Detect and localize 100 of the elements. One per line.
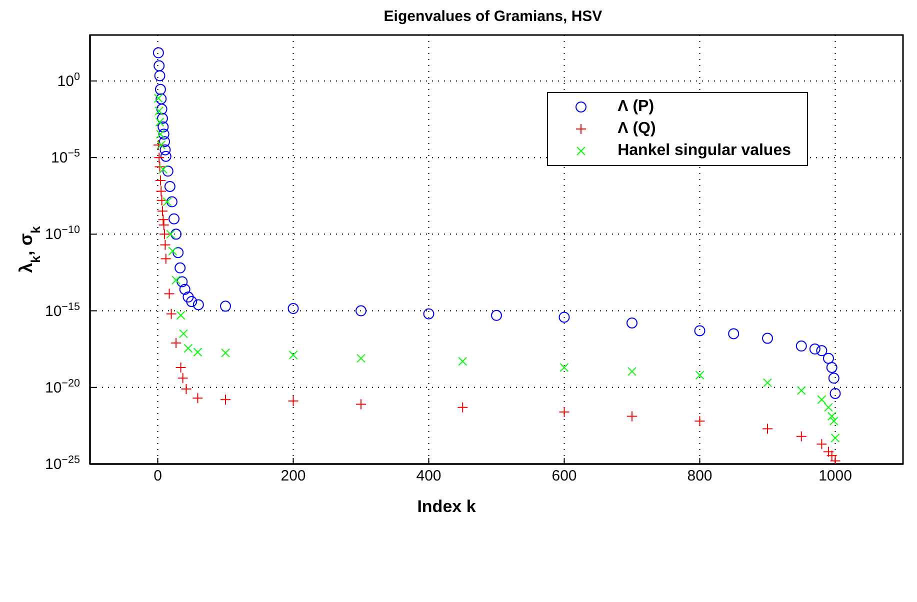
point xyxy=(159,228,170,240)
point xyxy=(695,370,704,380)
point xyxy=(626,317,638,328)
y-tick-label: 10$^{0}$ xyxy=(57,70,80,90)
point xyxy=(170,337,182,348)
point xyxy=(160,239,171,250)
point xyxy=(154,84,166,95)
point xyxy=(458,356,468,366)
point xyxy=(158,121,169,132)
point xyxy=(175,362,186,373)
point xyxy=(694,325,706,336)
point xyxy=(184,344,193,353)
point xyxy=(816,345,828,356)
point xyxy=(560,362,569,372)
point xyxy=(796,430,807,442)
point xyxy=(160,150,172,162)
point xyxy=(288,395,299,406)
x-tick-label: 200 xyxy=(280,468,306,485)
point xyxy=(728,328,740,340)
point xyxy=(822,446,834,458)
point xyxy=(186,296,198,308)
point xyxy=(176,310,186,320)
point xyxy=(809,344,820,355)
point xyxy=(164,180,176,192)
point xyxy=(180,383,192,394)
point xyxy=(156,206,168,217)
point xyxy=(162,166,174,177)
point xyxy=(172,276,181,285)
point xyxy=(558,312,570,323)
point xyxy=(423,308,434,320)
point xyxy=(156,140,166,150)
point xyxy=(356,398,366,410)
point xyxy=(158,128,170,140)
y-tick-label: 10$^{−5}$ xyxy=(51,148,80,167)
point xyxy=(826,362,838,373)
point xyxy=(763,378,772,388)
point xyxy=(491,310,502,321)
point xyxy=(164,288,175,300)
point xyxy=(796,340,807,352)
point xyxy=(154,70,166,82)
point xyxy=(192,299,204,310)
x-tick-label: 0 xyxy=(154,468,162,485)
point xyxy=(170,228,182,240)
point xyxy=(221,348,230,358)
point xyxy=(154,60,165,72)
point xyxy=(192,392,204,404)
point xyxy=(154,152,165,164)
legend-label: Λ (Q) xyxy=(618,120,656,138)
point xyxy=(827,412,836,421)
point xyxy=(762,423,773,434)
point xyxy=(156,112,168,124)
point xyxy=(182,292,194,303)
point xyxy=(166,308,177,320)
legend-label: Hankel singular values xyxy=(618,142,791,160)
point xyxy=(158,219,170,230)
x-tick-label: 400 xyxy=(416,468,442,485)
y-tick-label: 10$^{−20}$ xyxy=(44,377,80,396)
point xyxy=(817,395,826,404)
y-tick-label: 10$^{−25}$ xyxy=(44,454,80,473)
point xyxy=(174,262,186,274)
x-tick-label: 800 xyxy=(687,468,712,485)
x-tick-label: 600 xyxy=(552,468,577,485)
point xyxy=(152,140,164,151)
y-tick-label: 10$^{−15}$ xyxy=(44,300,80,320)
point xyxy=(816,438,828,450)
point xyxy=(154,106,164,116)
point xyxy=(152,47,164,58)
point xyxy=(356,354,366,363)
point xyxy=(288,303,299,314)
point xyxy=(159,136,170,148)
point xyxy=(154,161,166,172)
point xyxy=(830,433,840,442)
point xyxy=(176,276,188,288)
point xyxy=(179,284,190,295)
point xyxy=(796,386,806,395)
point xyxy=(156,104,168,115)
point xyxy=(828,372,840,384)
point xyxy=(694,416,706,427)
point xyxy=(156,93,167,104)
point xyxy=(172,247,184,258)
x-tick-label: 1000 xyxy=(818,468,852,485)
point xyxy=(822,352,834,364)
point xyxy=(558,406,570,418)
point xyxy=(154,174,166,186)
point xyxy=(220,394,231,406)
point xyxy=(628,366,636,376)
point xyxy=(158,214,169,226)
point xyxy=(193,348,202,357)
point xyxy=(626,410,638,422)
point xyxy=(168,246,178,256)
x-axis-title: Index k xyxy=(417,497,476,516)
point xyxy=(824,402,833,412)
point xyxy=(154,94,163,103)
point xyxy=(288,350,298,360)
point xyxy=(356,305,366,316)
point xyxy=(155,117,164,126)
point xyxy=(156,194,168,206)
point xyxy=(457,402,468,413)
point xyxy=(160,144,171,156)
point xyxy=(162,197,172,206)
